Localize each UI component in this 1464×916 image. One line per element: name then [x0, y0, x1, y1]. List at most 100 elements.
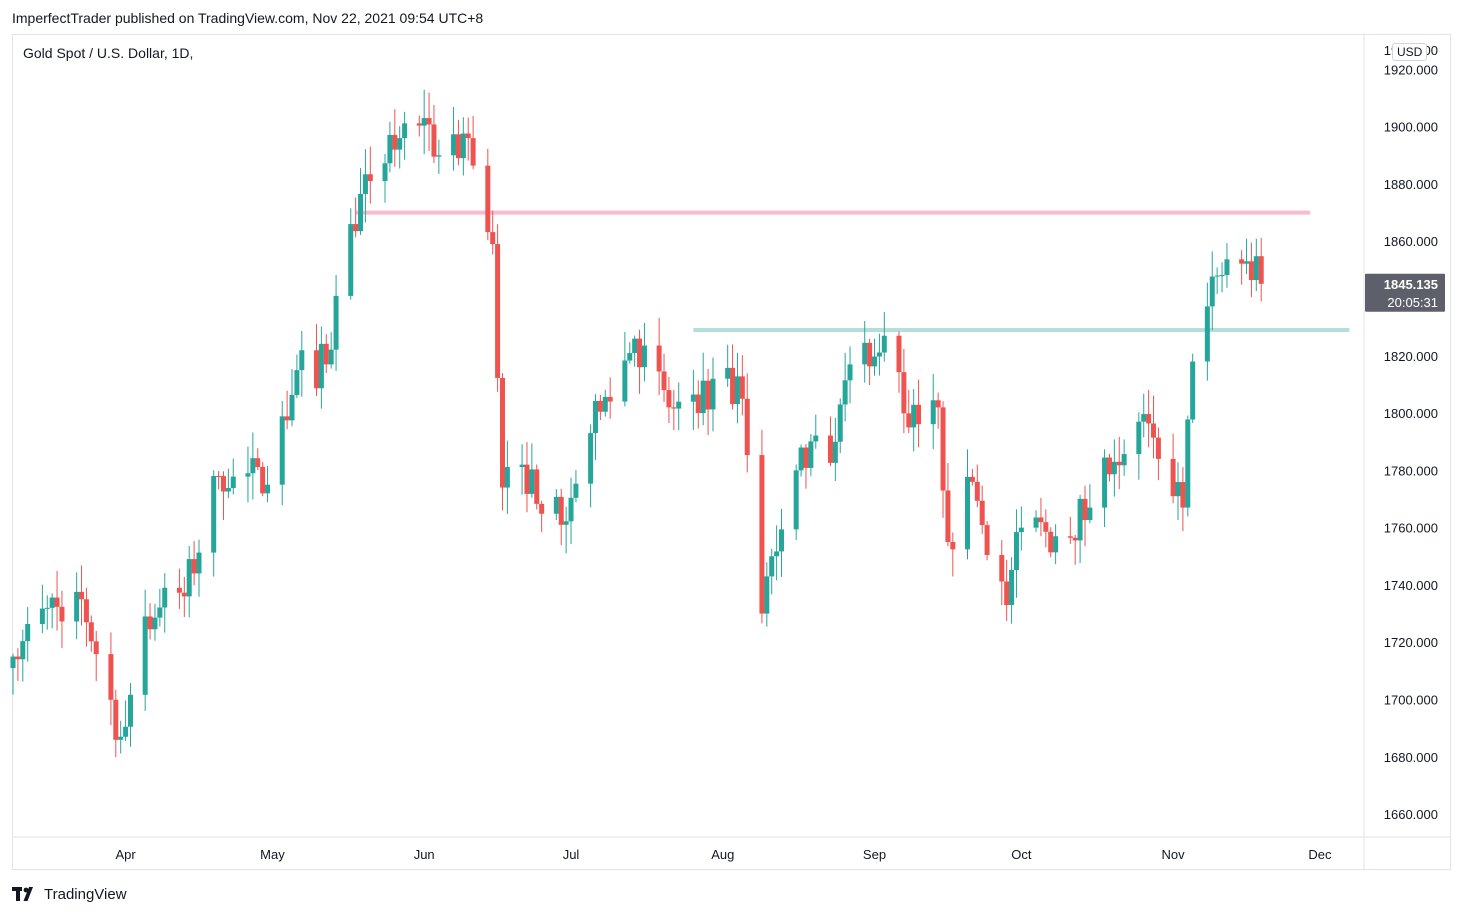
candle-body: [661, 371, 667, 391]
candle-body: [490, 232, 496, 245]
y-tick-label: 1700.000: [1384, 693, 1438, 708]
candle-body: [421, 118, 427, 126]
candle-body: [1116, 461, 1122, 466]
candle-body: [10, 656, 16, 669]
candle-body: [627, 353, 633, 361]
candle-body: [798, 447, 804, 471]
candle-body: [436, 155, 442, 157]
candle-body: [641, 345, 647, 368]
candle-body: [397, 138, 403, 150]
candle-body: [426, 118, 432, 125]
candle-body: [1072, 537, 1078, 541]
candle-body: [49, 597, 55, 608]
footer: TradingView: [12, 884, 127, 904]
candle-body: [592, 400, 598, 434]
candle-body: [867, 342, 873, 367]
candle-body: [769, 556, 775, 577]
candle-body: [265, 484, 271, 494]
candle-body: [1185, 419, 1191, 508]
candle-body: [813, 435, 819, 442]
candle-body: [93, 641, 99, 655]
candle-body: [573, 483, 579, 498]
candle-body: [1180, 482, 1186, 508]
candle-body: [118, 736, 124, 740]
candle-body: [832, 441, 838, 463]
candle-body: [392, 134, 398, 150]
candle-body: [602, 396, 608, 412]
candle-body: [901, 372, 907, 414]
candle-body: [558, 496, 564, 525]
candle-body: [950, 541, 956, 550]
candle-body: [1175, 482, 1181, 497]
y-tick-label: 1900.000: [1384, 120, 1438, 135]
candle-body: [162, 587, 168, 608]
candle-body: [837, 404, 843, 442]
candle-body: [113, 699, 119, 740]
candle-body: [284, 416, 290, 421]
candle-body: [225, 487, 231, 492]
candle-body: [1253, 256, 1259, 281]
x-tick-label: Aug: [711, 847, 734, 862]
candle-body: [1087, 507, 1093, 521]
candle-body: [260, 466, 266, 494]
candle-body: [74, 591, 80, 622]
candle-body: [39, 608, 45, 624]
candle-body: [671, 407, 677, 409]
y-tick-label: 1740.000: [1384, 578, 1438, 593]
current-price-badge: [1365, 273, 1445, 312]
candle-body: [499, 377, 505, 488]
candle-body: [230, 476, 236, 488]
x-tick-label: Jun: [414, 847, 435, 862]
x-tick-label: Dec: [1308, 847, 1332, 862]
candle-body: [88, 622, 94, 642]
candle-body: [142, 616, 148, 695]
currency-button[interactable]: USD: [1392, 43, 1428, 61]
candle-body: [313, 350, 319, 389]
candle-body: [906, 413, 912, 428]
current-price-label: 1845.135: [1384, 277, 1438, 292]
candle-body: [44, 607, 50, 609]
candle-body: [362, 174, 368, 194]
candle-body: [1146, 414, 1152, 424]
candle-body: [705, 380, 711, 410]
candle-body: [1004, 581, 1010, 605]
publish-header: ImperfectTrader published on TradingView…: [12, 10, 484, 26]
candle-body: [196, 552, 202, 574]
candle-body: [725, 367, 731, 379]
candle-body: [25, 623, 31, 642]
candle-body: [211, 475, 217, 553]
x-tick-label: Nov: [1162, 847, 1186, 862]
candle-body: [534, 469, 540, 504]
candle-body: [568, 497, 574, 522]
candle-body: [294, 370, 300, 395]
candle-body: [969, 476, 975, 482]
candle-body: [123, 726, 129, 737]
candle-body: [1048, 531, 1054, 553]
candle-body: [147, 616, 153, 630]
candle-body: [504, 467, 510, 488]
tradingview-logo-icon: [12, 887, 38, 901]
y-tick-label: 1820.000: [1384, 349, 1438, 364]
y-tick-label: 1800.000: [1384, 406, 1438, 421]
candle-body: [1190, 361, 1196, 420]
candle-body: [353, 224, 359, 232]
candle-body: [539, 503, 545, 514]
candle-body: [186, 559, 192, 597]
candle-body: [431, 124, 437, 157]
candle-body: [1209, 276, 1215, 307]
candle-body: [127, 694, 133, 727]
candle-body: [451, 134, 457, 156]
candle-body: [1043, 522, 1049, 532]
candle-body: [999, 555, 1005, 582]
candle-body: [588, 433, 594, 484]
candle-body: [979, 500, 985, 526]
candle-body: [676, 401, 682, 409]
candle-body: [191, 559, 197, 574]
candle-body: [700, 380, 706, 414]
candle-body: [876, 352, 882, 357]
candle-body: [930, 400, 936, 425]
symbol-title: Gold Spot / U.S. Dollar, 1D,: [23, 45, 194, 61]
candle-body: [348, 224, 354, 296]
candle-body: [152, 617, 158, 630]
